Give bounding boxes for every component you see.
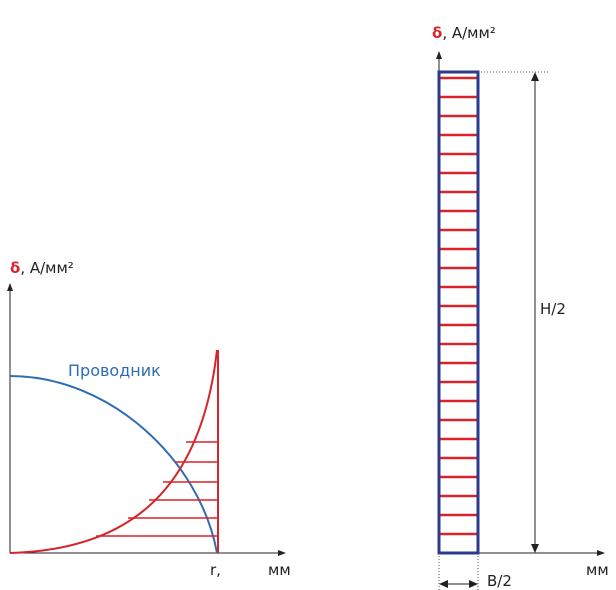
left-x-symbol: r, [210, 561, 221, 579]
hatching-lines [96, 441, 218, 537]
right-y-axis-label: δ, А/мм² [432, 24, 496, 42]
conductor-rectangle [437, 70, 480, 555]
conductor-curve [9, 375, 218, 554]
width-dimension-arrow-right [469, 580, 478, 588]
left-x-unit: мм [268, 561, 291, 579]
left-diagram: δ, А/мм² Проводник r, мм [7, 259, 291, 579]
right-y-unit: , А/мм² [442, 24, 496, 42]
right-x-unit: мм [586, 561, 609, 579]
width-dimension-arrow-left [439, 580, 448, 588]
left-y-unit: , А/мм² [20, 259, 74, 277]
right-delta-symbol: δ [432, 24, 442, 42]
height-dimension-arrow-bottom [531, 544, 539, 553]
height-dimension-arrow-top [531, 72, 539, 81]
rect-hatching-lines [440, 76, 478, 536]
left-y-axis-label: δ, А/мм² [10, 259, 74, 277]
left-delta-symbol: δ [10, 259, 20, 277]
width-label: B/2 [487, 572, 512, 590]
height-label: H/2 [540, 300, 566, 318]
current-density-curve [9, 349, 218, 554]
conductor-label: Проводник [68, 361, 161, 380]
right-diagram: δ, А/мм² H/2 B/2 мм [432, 24, 609, 590]
